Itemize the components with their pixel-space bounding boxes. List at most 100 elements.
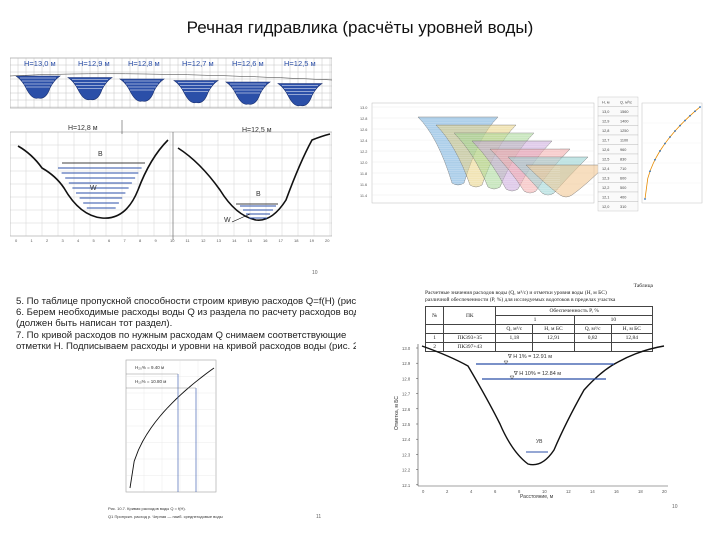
table-header: H, м БС: [532, 324, 575, 334]
table-cell-text: 12,0: [602, 205, 609, 209]
data-point: [654, 158, 656, 161]
x-tick-label: 16: [263, 238, 268, 243]
x-tick-label: 12: [201, 238, 206, 243]
table-cell-text: 600: [620, 177, 626, 181]
strip-label: H=12,6 м: [232, 59, 264, 68]
rating-curve-figure: H₂₀% = 9.40 м H₁₀% = 10.80 м Рис. 10.7. …: [108, 356, 333, 526]
rating-curve: [129, 367, 215, 489]
table-cell-text: 1100: [620, 139, 628, 143]
width-label-right: B: [256, 191, 261, 198]
table-header: ПК: [443, 306, 497, 325]
x-tick-label: 3: [62, 238, 65, 243]
levels-discharge-table: H, м Q, м³/с 13,0 1560 12,9 1400 12,8 1250 12,7 1…: [597, 96, 639, 212]
x-tick-label: 10: [542, 489, 547, 494]
x-tick-label: 18: [294, 238, 299, 243]
instruction-line: 5. По таблице пропускной способности стр…: [16, 296, 356, 307]
strip-label: H=13,0 м: [24, 59, 56, 68]
table-cell-text: 12,8: [602, 129, 609, 133]
rating-curve-plot: [125, 359, 217, 493]
table-cell: ПК397+43: [443, 342, 497, 352]
cross-sections-svg: H=13,0 м H=12,9 м H=12,8 м H=12,7 м H=12…: [9, 57, 333, 243]
data-point: [699, 106, 701, 108]
y-axis-title: Отметка, м БС: [394, 396, 400, 430]
section-plot: 13.0 12.9 12.8 12.7 12.6 12.5 12.4 12.3 12.2 12.1…: [402, 344, 668, 494]
level-marker: [509, 375, 515, 380]
table-cell-text: 960: [620, 148, 626, 152]
data-point: [689, 114, 691, 117]
right-profile: [177, 133, 331, 221]
instructions-text: 5. По таблице пропускной способности стр…: [16, 296, 356, 352]
table-row: 1 ПК393+35 1,18 12,91 0,82 12,84: [424, 333, 654, 343]
table-cell-text: 12,1: [602, 196, 609, 200]
y-tick-label: 12.1: [402, 483, 411, 488]
x-tick-labels: 0 1 2 3 4 5 6 7 8 9 10 11 12 13 14 15 16 17 18 19 20: [15, 238, 330, 243]
x-tick-label: 14: [232, 238, 237, 243]
x-tick-label: 17: [279, 238, 284, 243]
x-tick-label: 0: [422, 489, 425, 494]
y-tick-label: 11.8: [360, 172, 367, 176]
table-cell-text: 12,4: [602, 167, 609, 171]
y-tick-label: 12.2: [360, 150, 367, 154]
width-label-left: B: [98, 151, 103, 158]
section-levels-figure: 13.0 12.9 12.8 12.7 12.6 12.5 12.4 12.3 12.2 12.1…: [388, 340, 688, 530]
table-cell-text: 1400: [620, 120, 628, 124]
x-tick-label: 2: [46, 238, 49, 243]
y-tick-label: 12.7: [402, 392, 411, 397]
x-tick-label: 20: [325, 238, 330, 243]
table-cell-text: 12,3: [602, 177, 609, 181]
table-header: Обеспеченность P, %: [495, 306, 653, 316]
fig3-caption: Рис. 10.7. Кривая расходов воды Q = f(H)…: [108, 506, 186, 511]
data-point: [659, 150, 661, 152]
table-cell-text: 400: [620, 196, 626, 200]
x-tick-label: 9: [155, 238, 158, 243]
table-cell: [532, 342, 575, 352]
x-tick-label: 19: [310, 238, 315, 243]
level-label-1pct: ∇ H 1% = 12.91 м: [507, 353, 552, 360]
right-level-label: H=12,5 м: [242, 127, 272, 134]
cross-sections-figure: H=13,0 м H=12,9 м H=12,8 м H=12,7 м H=12…: [9, 50, 333, 250]
ground-line: [9, 73, 333, 81]
left-profile: [17, 139, 169, 219]
y-tick-label: 12.6: [360, 128, 367, 132]
water-level-label: УВ: [536, 439, 543, 445]
x-tick-label: 12: [566, 489, 571, 494]
table-cell-text: 710: [620, 167, 626, 171]
table-cell-text: 1250: [620, 129, 628, 133]
strip-labels: H=13,0 м H=12,9 м H=12,8 м H=12,7 м H=12…: [24, 59, 316, 68]
x-axis-title: Расстояние, м: [520, 494, 554, 500]
stacked-sections-svg: 13.0 12.8 12.6 12.4 12.2 12.0 11.8 11.6 11.4 H, …: [360, 96, 703, 212]
y-tick-label: 12.6: [402, 407, 411, 412]
x-tick-label: 8: [139, 238, 142, 243]
left-level-label: H=12,8 м: [68, 125, 98, 132]
table-header: №: [424, 306, 445, 325]
table-cell-text: 500: [620, 186, 626, 190]
x-tick-label: 6: [108, 238, 111, 243]
instruction-line: (должен быть написан тот раздел).: [16, 318, 173, 330]
x-tick-label: 7: [124, 238, 127, 243]
x-tick-label: 2: [446, 489, 449, 494]
data-point: [644, 198, 646, 200]
main-sections: [9, 120, 333, 240]
x-tick-label: 8: [518, 489, 521, 494]
table-cell-text: H, м: [602, 101, 610, 105]
y-tick-label: 13.0: [402, 346, 411, 351]
y-tick-label: 12.2: [402, 468, 411, 473]
x-tick-label: 18: [638, 489, 643, 494]
discharge-table-block: Таблица Расчетные значения расходов воды…: [424, 283, 665, 352]
y-tick-label: 12.3: [402, 452, 411, 457]
table-cell-text: 13,0: [602, 110, 609, 114]
level-marker: [503, 360, 509, 365]
y-tick-label: 12.8: [402, 376, 411, 381]
page-number: 10: [672, 504, 678, 510]
area-label-right: W: [224, 217, 231, 224]
x-tick-label: 4: [77, 238, 80, 243]
x-tick-label: 16: [614, 489, 619, 494]
rating-curve-small: [641, 102, 703, 204]
x-tick-label: 6: [494, 489, 497, 494]
discharge-table: № ПК Обеспеченность P, % 1 10 Q, м³/с H,…: [424, 306, 654, 352]
table-header: [424, 324, 445, 334]
table-cell: [610, 342, 654, 352]
y-tick-label: 12.8: [360, 117, 367, 121]
y-tick-label: 12.4: [402, 437, 411, 442]
y-tick-label: 11.4: [360, 194, 367, 198]
